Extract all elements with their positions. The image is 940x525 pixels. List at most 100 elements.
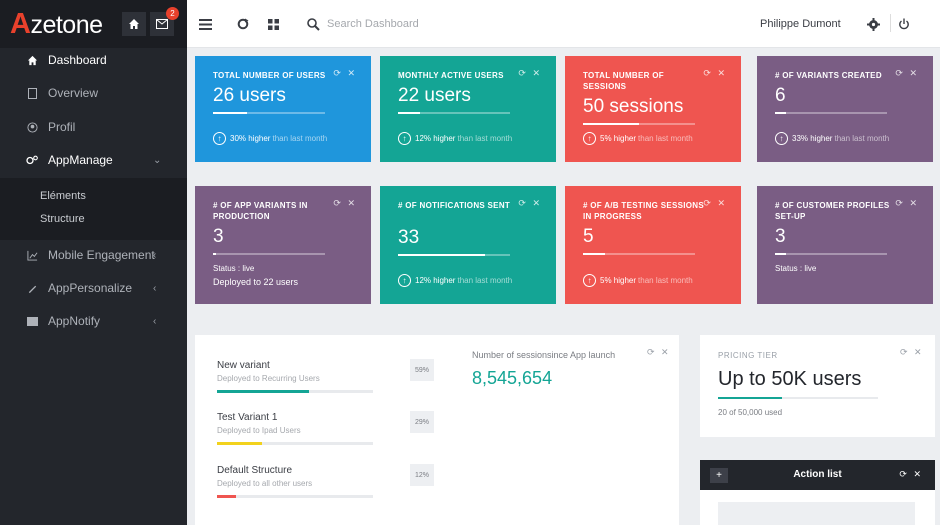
card-trend: ↑ 30% higher than last month <box>213 132 327 145</box>
variant-item[interactable]: Test Variant 1 Deployed to Ipad Users <box>217 412 437 445</box>
pricing-label: PRICING TIER <box>718 351 778 360</box>
stat-card-monthly-active-users: Monthly active users ⟳ ✕ 22 users ↑ 12% … <box>380 56 556 162</box>
card-controls[interactable]: ⟳ ✕ <box>333 68 357 78</box>
settings-icon <box>26 154 38 166</box>
chart-icon <box>26 249 38 261</box>
card-value: 3 <box>775 226 786 247</box>
variant-percent-badge: 59% <box>410 359 434 381</box>
logout-button[interactable] <box>896 16 912 32</box>
sidebar-item-apppersonalize[interactable]: AppPersonalize ‹ <box>0 271 187 305</box>
variant-item[interactable]: Default Structure Deployed to all other … <box>217 465 437 498</box>
trend-suffix: than last month <box>638 134 693 143</box>
card-deployed: Deployed to 22 users <box>213 277 299 287</box>
trend-value: 33% higher <box>792 134 833 143</box>
arrow-up-icon: ↑ <box>583 274 596 287</box>
stat-card-total-users: Total number of users ⟳ ✕ 26 users ↑ 30%… <box>195 56 371 162</box>
gear-icon <box>866 17 880 31</box>
pricing-panel: PRICING TIER Up to 50K users 20 of 50,00… <box>700 335 935 437</box>
user-name[interactable]: Philippe Dumont <box>760 18 841 30</box>
submenu-item-structure[interactable]: Structure <box>0 207 187 230</box>
variant-description: Deployed to all other users <box>217 479 313 488</box>
stat-card-variants-created: # of variants created ⟳ ✕ 6 ↑ 33% higher… <box>757 56 933 162</box>
card-title: Total number of users <box>213 71 326 80</box>
stat-card-ab-testing-sessions: # of A/B testing sessions in progress ⟳ … <box>565 186 741 304</box>
sidebar-item-mobile-engagement[interactable]: Mobile Engagement ‹ <box>0 238 187 272</box>
variant-progress-bar <box>217 390 373 393</box>
variant-percent-badge: 29% <box>410 411 434 433</box>
trend-value: 5% higher <box>600 276 637 285</box>
search-input[interactable] <box>327 15 567 33</box>
arrow-up-icon: ↑ <box>398 132 411 145</box>
submenu-item-elements[interactable]: Eléments <box>0 184 187 207</box>
logo[interactable]: Azetone <box>10 8 103 41</box>
notifications-button[interactable]: 2 <box>150 7 179 36</box>
sidebar-item-label: AppPersonalize <box>48 281 133 295</box>
trend-value: 5% higher <box>600 134 637 143</box>
trend-suffix: than last month <box>272 134 328 143</box>
card-controls[interactable]: ⟳ ✕ <box>518 68 542 78</box>
action-list-panel: Action list + ⟳ ✕ <box>700 460 935 525</box>
variant-name: Test Variant 1 <box>217 412 278 423</box>
sidebar-item-label: Dashboard <box>48 53 107 67</box>
card-controls[interactable]: ⟳ ✕ <box>895 198 919 208</box>
power-icon <box>899 18 909 30</box>
card-progress-bar <box>398 112 510 114</box>
card-value: 5 <box>583 226 594 247</box>
card-value: 3 <box>213 226 224 247</box>
top-header: Philippe Dumont <box>187 0 940 48</box>
sidebar-item-label: AppManage <box>48 153 113 167</box>
logo-letter: A <box>10 7 31 40</box>
card-controls[interactable]: ⟳ ✕ <box>895 68 919 78</box>
panel-controls[interactable]: ⟳ ✕ <box>647 347 671 357</box>
chevron-left-icon: ‹ <box>153 315 157 327</box>
appmanage-submenu: Eléments Structure <box>0 178 187 240</box>
variant-progress-bar <box>217 442 373 445</box>
card-title: # of variants created <box>775 71 882 80</box>
search-icon <box>305 16 321 32</box>
message-icon <box>26 315 38 327</box>
variant-name: Default Structure <box>217 465 293 476</box>
variant-item[interactable]: New variant Deployed to Recurring Users <box>217 360 437 393</box>
card-value: 26 users <box>213 85 286 106</box>
card-progress-bar <box>583 253 695 255</box>
brush-icon <box>26 282 38 294</box>
sidebar-item-appmanage[interactable]: AppManage ⌄ <box>0 143 187 177</box>
card-controls[interactable]: ⟳ ✕ <box>703 68 727 78</box>
document-icon <box>26 87 38 99</box>
card-value: 6 <box>775 85 786 106</box>
panel-controls[interactable]: ⟳ ✕ <box>900 347 924 357</box>
card-title: # of A/B testing sessions in progress <box>583 201 704 221</box>
settings-button[interactable] <box>865 16 881 32</box>
pricing-usage: 20 of 50,000 used <box>718 408 783 417</box>
sidebar-item-profil[interactable]: Profil <box>0 110 187 144</box>
card-title: # of notifications sent <box>398 201 511 210</box>
trend-value: 12% higher <box>415 134 456 143</box>
hamburger-icon <box>198 18 212 30</box>
trend-value: 12% higher <box>415 276 456 285</box>
card-progress-bar <box>213 253 325 255</box>
grid-view-button[interactable] <box>265 16 281 32</box>
sidebar-item-overview[interactable]: Overview <box>0 76 187 110</box>
card-controls[interactable]: ⟳ ✕ <box>333 198 357 208</box>
arrow-up-icon: ↑ <box>213 132 226 145</box>
menu-toggle-button[interactable] <box>197 16 213 32</box>
card-controls[interactable]: ⟳ ✕ <box>703 198 727 208</box>
pricing-progress-bar <box>718 397 878 399</box>
stat-card-total-sessions: Total number of sessions ⟳ ✕ 50 sessions… <box>565 56 741 162</box>
card-progress-bar <box>398 254 510 256</box>
arrow-up-icon: ↑ <box>583 132 596 145</box>
home-button[interactable] <box>122 12 146 36</box>
card-progress-bar <box>213 112 325 114</box>
sidebar-item-dashboard[interactable]: Dashboard <box>0 48 187 72</box>
card-controls[interactable]: ⟳ ✕ <box>518 198 542 208</box>
card-value: 33 <box>398 227 420 248</box>
sidebar-item-appnotify[interactable]: AppNotify ‹ <box>0 304 187 338</box>
add-action-button[interactable]: + <box>710 468 728 483</box>
panel-controls[interactable]: ⟳ ✕ <box>899 469 923 479</box>
trend-suffix: than last month <box>834 134 890 143</box>
card-trend: ↑ 12% higher than last month <box>398 132 512 145</box>
arrow-up-icon: ↑ <box>398 274 411 287</box>
card-progress-bar <box>775 253 887 255</box>
refresh-button[interactable] <box>235 16 251 32</box>
refresh-icon <box>237 18 249 30</box>
